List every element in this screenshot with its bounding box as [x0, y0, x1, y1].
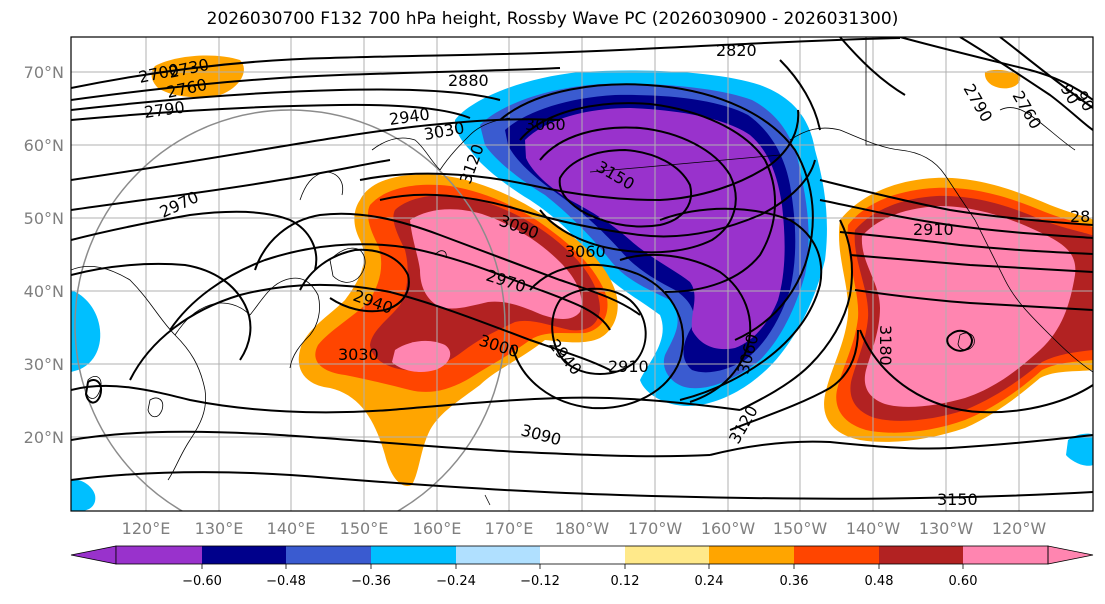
- colorbar: −0.60 −0.48 −0.36 −0.24 −0.12 0.12 0.24 …: [70, 545, 1094, 589]
- lon-label: 130°E: [195, 519, 244, 538]
- colorbar-seg: [625, 546, 709, 564]
- lon-label: 180°W: [555, 519, 610, 538]
- colorbar-seg: [879, 546, 963, 564]
- colorbar-seg: [371, 546, 456, 564]
- colorbar-tick-label: −0.36: [351, 574, 391, 589]
- anomaly-pos-ne: [984, 69, 1021, 89]
- anomaly-neg-small-left: [71, 290, 101, 372]
- contour-label: 28: [1070, 207, 1090, 226]
- colorbar-tick-label: 0.24: [695, 574, 724, 589]
- colorbar-tick-label: −0.60: [182, 574, 222, 589]
- latitude-labels: 70°N 60°N 50°N 40°N 30°N 20°N: [24, 63, 64, 447]
- colorbar-seg: [540, 546, 625, 564]
- anomaly-neg-small-bottomright: [1066, 433, 1093, 466]
- lon-label: 170°W: [628, 519, 683, 538]
- anomaly-neg-small-bottomleft: [71, 479, 96, 511]
- lon-label: 120°W: [992, 519, 1047, 538]
- lon-label: 170°E: [485, 519, 534, 538]
- lat-label: 60°N: [24, 136, 64, 155]
- contour-label: 2820: [716, 41, 757, 60]
- colorbar-tick-label: −0.24: [436, 574, 476, 589]
- colorbar-seg: [794, 546, 879, 564]
- lat-label: 30°N: [24, 355, 64, 374]
- contour-label: 3060: [565, 242, 606, 261]
- longitude-labels: 120°E 130°E 140°E 150°E 160°E 170°E 180°…: [122, 519, 1047, 538]
- contour-label: 3030: [338, 345, 379, 364]
- colorbar-tick-label: 0.36: [780, 574, 809, 589]
- lat-label: 70°N: [24, 63, 64, 82]
- colorbar-tick-label: 0.48: [865, 574, 894, 589]
- lon-label: 120°E: [122, 519, 171, 538]
- colorbar-high-extend: [1047, 545, 1094, 565]
- colorbar-seg: [202, 546, 286, 564]
- lon-label: 140°E: [267, 519, 316, 538]
- colorbar-seg-last: [963, 546, 1048, 564]
- lat-label: 50°N: [24, 209, 64, 228]
- lon-label: 130°W: [919, 519, 974, 538]
- contour-label: 2880: [448, 71, 489, 90]
- lat-label: 20°N: [24, 428, 64, 447]
- contour-label: 3060: [525, 115, 566, 134]
- contour-label: 3180: [876, 325, 895, 366]
- colorbar-tick-label: 0.60: [949, 574, 978, 589]
- lon-label: 150°W: [773, 519, 828, 538]
- contour-label: 2910: [608, 357, 649, 376]
- anomaly-pos-e-060: [861, 206, 1076, 407]
- colorbar-low-extend: [70, 545, 117, 565]
- lat-label: 40°N: [24, 282, 64, 301]
- lon-label: 160°W: [701, 519, 756, 538]
- lon-label: 160°E: [413, 519, 462, 538]
- colorbar-tick-label: −0.12: [520, 574, 560, 589]
- contour-label: 2910: [913, 220, 954, 239]
- lon-label: 150°E: [340, 519, 389, 538]
- colorbar-seg: [709, 546, 794, 564]
- lon-label: 140°W: [846, 519, 901, 538]
- contour-label: 3150: [937, 490, 978, 509]
- range-circle: [74, 109, 506, 511]
- map-title: 2026030700 F132 700 hPa height, Rossby W…: [206, 9, 899, 29]
- height-contours: [71, 37, 1093, 500]
- colorbar-seg: [286, 546, 371, 564]
- colorbar-seg: [116, 546, 202, 564]
- colorbar-tick-label: 0.12: [611, 574, 640, 589]
- map-area: 2820 2880 2700 2730 2760 2790 2940 3030 …: [71, 37, 1093, 511]
- colorbar-tick-label: −0.48: [266, 574, 306, 589]
- map-frame: [70, 36, 1094, 512]
- colorbar-seg: [456, 546, 540, 564]
